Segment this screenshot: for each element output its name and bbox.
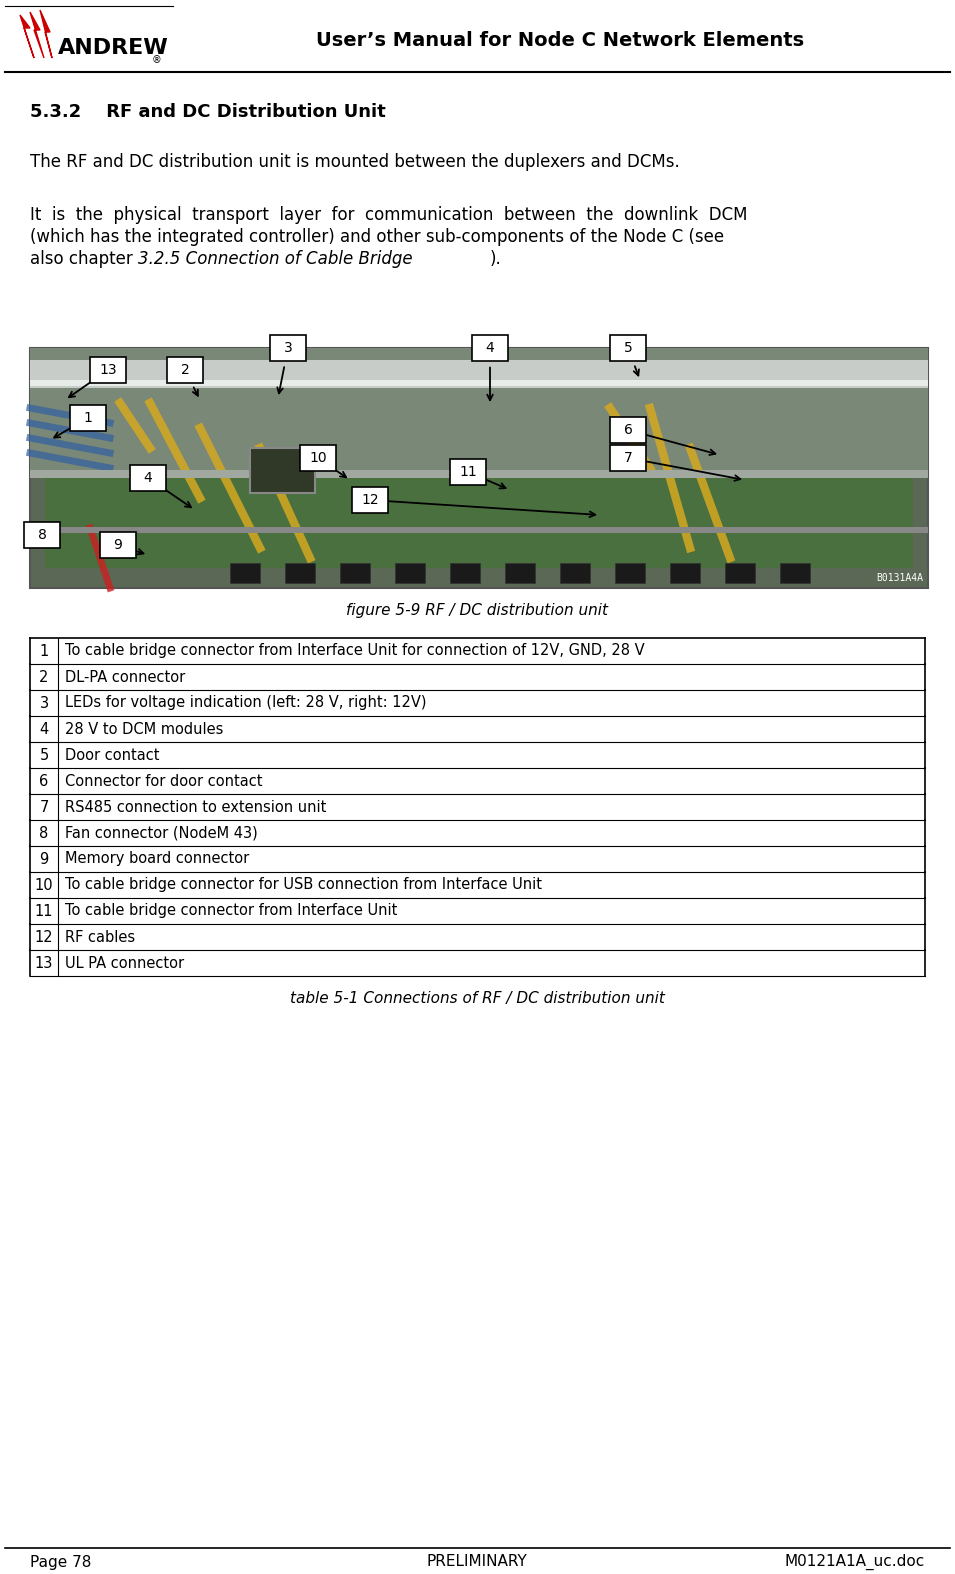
Bar [90, 357, 126, 382]
Bar [472, 335, 508, 360]
Text: 8: 8 [39, 825, 49, 841]
Bar [352, 486, 388, 513]
Text: 2: 2 [180, 364, 189, 378]
Text: 12: 12 [34, 930, 53, 944]
Text: ANDREW: ANDREW [58, 38, 169, 58]
Text: 6: 6 [39, 773, 49, 789]
Text: User’s Manual for Node C Network Elements: User’s Manual for Node C Network Element… [316, 30, 804, 49]
Bar [450, 563, 480, 582]
Text: 5: 5 [624, 342, 632, 356]
Text: To cable bridge connector for USB connection from Interface Unit: To cable bridge connector for USB connec… [65, 877, 542, 892]
Text: 1: 1 [39, 644, 49, 658]
Text: DL-PA connector: DL-PA connector [65, 669, 185, 685]
Text: 3: 3 [39, 696, 49, 710]
Text: 11: 11 [34, 903, 53, 919]
Bar [167, 357, 203, 382]
Bar [130, 464, 166, 491]
Text: 2: 2 [39, 669, 49, 685]
Bar [30, 348, 928, 478]
Text: Memory board connector: Memory board connector [65, 852, 249, 867]
Bar [610, 335, 646, 360]
Bar [610, 445, 646, 471]
Bar [615, 563, 645, 582]
Text: 13: 13 [99, 364, 117, 378]
Text: Connector for door contact: Connector for door contact [65, 773, 263, 789]
Bar [30, 360, 928, 389]
Bar [30, 348, 928, 589]
Text: UL PA connector: UL PA connector [65, 955, 184, 971]
Bar [300, 445, 336, 471]
Text: (which has the integrated controller) and other sub-components of the Node C (se: (which has the integrated controller) an… [30, 228, 724, 246]
Text: 28 V to DCM modules: 28 V to DCM modules [65, 721, 223, 737]
Text: Fan connector (NodeM 43): Fan connector (NodeM 43) [65, 825, 258, 841]
Bar [100, 532, 136, 559]
Text: RS485 connection to extension unit: RS485 connection to extension unit [65, 800, 327, 814]
Text: To cable bridge connector from Interface Unit for connection of 12V, GND, 28 V: To cable bridge connector from Interface… [65, 644, 645, 658]
Polygon shape [20, 16, 34, 58]
Text: 9: 9 [114, 538, 122, 552]
Text: table 5-1 Connections of RF / DC distribution unit: table 5-1 Connections of RF / DC distrib… [289, 990, 665, 1006]
Text: 13: 13 [34, 955, 53, 971]
Text: 11: 11 [459, 464, 477, 478]
Text: 10: 10 [34, 877, 53, 892]
Bar [670, 563, 700, 582]
Text: 5: 5 [39, 748, 49, 762]
Bar [340, 563, 370, 582]
Text: figure 5-9 RF / DC distribution unit: figure 5-9 RF / DC distribution unit [346, 603, 608, 617]
Text: 3.2.5 Connection of Cable Bridge: 3.2.5 Connection of Cable Bridge [138, 250, 413, 268]
Bar [230, 563, 260, 582]
Text: 4: 4 [486, 342, 495, 356]
Text: ®: ® [152, 55, 161, 65]
Bar [24, 523, 60, 548]
Text: 12: 12 [361, 493, 379, 507]
Bar [250, 449, 315, 493]
Bar [725, 563, 755, 582]
Polygon shape [30, 13, 44, 58]
Text: 1: 1 [84, 411, 93, 425]
Text: B0131A4A: B0131A4A [876, 573, 923, 582]
Text: PRELIMINARY: PRELIMINARY [427, 1555, 527, 1569]
Text: Page 78: Page 78 [30, 1555, 92, 1569]
Text: ).: ). [490, 250, 501, 268]
Text: 9: 9 [39, 852, 49, 867]
Bar [30, 471, 928, 478]
Bar [285, 563, 315, 582]
Text: 6: 6 [624, 423, 632, 438]
Bar [70, 405, 106, 431]
Text: To cable bridge connector from Interface Unit: To cable bridge connector from Interface… [65, 903, 397, 919]
Text: 4: 4 [143, 471, 153, 485]
Text: 4: 4 [39, 721, 49, 737]
Text: 7: 7 [624, 452, 632, 464]
Text: It  is  the  physical  transport  layer  for  communication  between  the  downl: It is the physical transport layer for c… [30, 206, 748, 224]
Text: 8: 8 [37, 527, 47, 541]
Text: also chapter: also chapter [30, 250, 138, 268]
Bar [505, 563, 535, 582]
Text: The RF and DC distribution unit is mounted between the duplexers and DCMs.: The RF and DC distribution unit is mount… [30, 153, 680, 172]
Bar [610, 417, 646, 442]
Text: LEDs for voltage indication (left: 28 V, right: 12V): LEDs for voltage indication (left: 28 V,… [65, 696, 427, 710]
Bar [30, 527, 928, 534]
Text: RF cables: RF cables [65, 930, 135, 944]
Bar [780, 563, 810, 582]
Bar [560, 563, 590, 582]
Bar [30, 379, 928, 386]
Text: Door contact: Door contact [65, 748, 159, 762]
Text: 10: 10 [309, 452, 327, 464]
Bar [5, 5, 173, 72]
Polygon shape [40, 9, 52, 58]
Bar [270, 335, 306, 360]
Bar [45, 478, 913, 568]
Bar [395, 563, 425, 582]
Bar [450, 460, 486, 485]
Text: 3: 3 [284, 342, 292, 356]
Text: 7: 7 [39, 800, 49, 814]
Text: M0121A1A_uc.doc: M0121A1A_uc.doc [785, 1554, 925, 1571]
Text: 5.3.2    RF and DC Distribution Unit: 5.3.2 RF and DC Distribution Unit [30, 102, 386, 121]
